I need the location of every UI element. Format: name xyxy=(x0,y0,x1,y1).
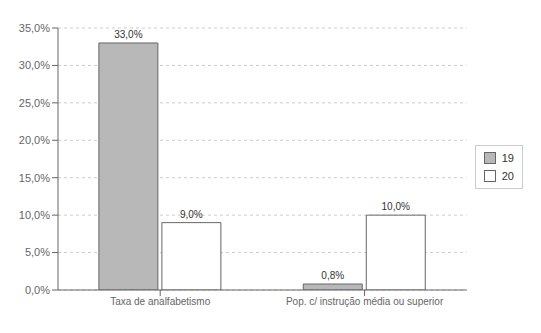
svg-text:25,0%: 25,0% xyxy=(19,97,50,109)
svg-text:10,0%: 10,0% xyxy=(19,209,50,221)
svg-text:Taxa de analfabetismo: Taxa de analfabetismo xyxy=(110,296,211,307)
svg-text:10,0%: 10,0% xyxy=(382,201,410,212)
html-text:19: 19 xyxy=(501,151,514,164)
svg-text:0,8%: 0,8% xyxy=(321,270,344,281)
svg-text:30,0%: 30,0% xyxy=(19,59,50,71)
svg-text:Pop. c/ instrução média ou sup: Pop. c/ instrução média ou superior xyxy=(286,296,444,307)
svg-text:9,0%: 9,0% xyxy=(180,209,203,220)
svg-text:5,0%: 5,0% xyxy=(25,246,50,258)
svg-text:33,0%: 33,0% xyxy=(114,29,142,40)
html-text:20: 20 xyxy=(501,169,514,182)
svg-text:15,0%: 15,0% xyxy=(19,172,50,184)
svg-text:35,0%: 35,0% xyxy=(19,22,50,34)
svg-text:20,0%: 20,0% xyxy=(19,134,50,146)
svg-text:0,0%: 0,0% xyxy=(25,284,50,296)
